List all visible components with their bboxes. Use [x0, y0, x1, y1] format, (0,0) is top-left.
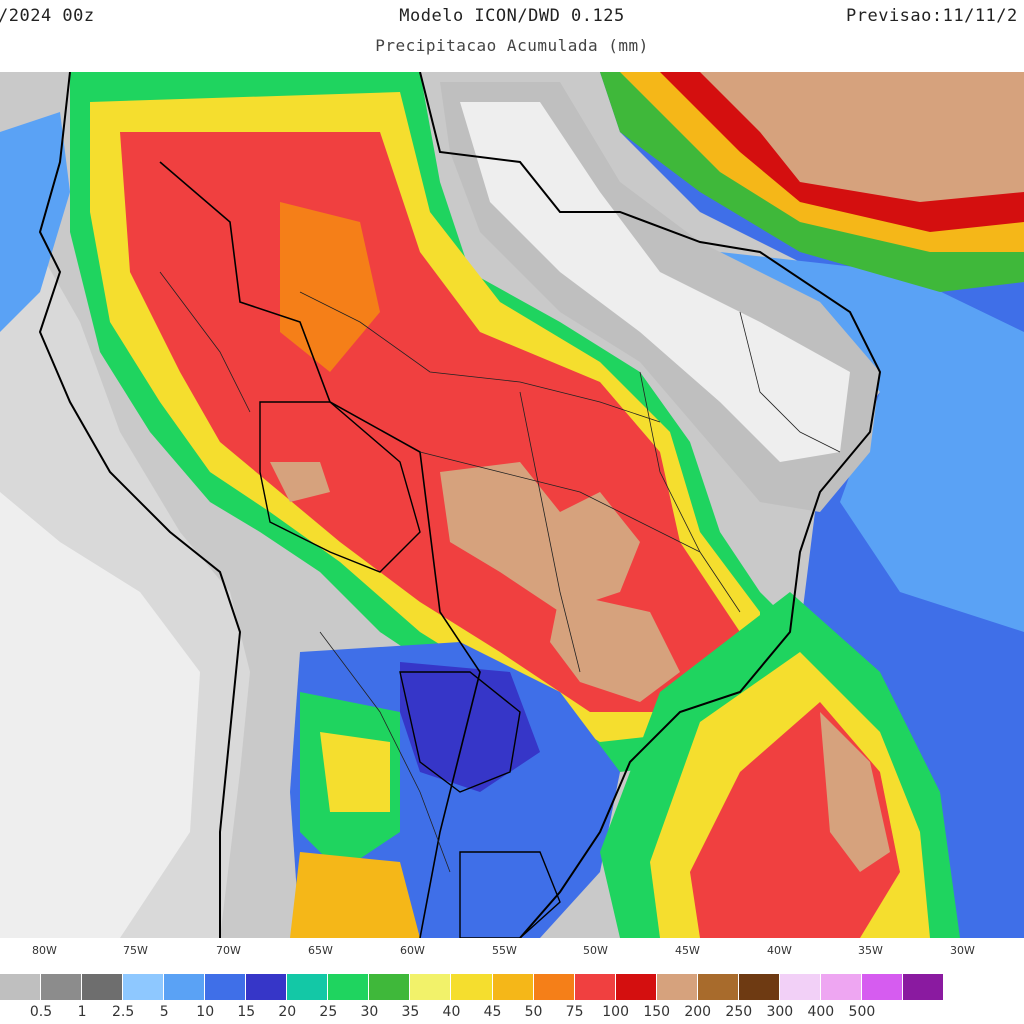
longitude-tick-label: 80W — [32, 944, 57, 957]
longitude-tick-label: 60W — [400, 944, 425, 957]
legend-label: 0.5 — [29, 1004, 53, 1020]
model-title: Modelo ICON/DWD 0.125 — [399, 6, 625, 26]
argentina-yellow — [320, 732, 390, 812]
amazon-orange-patch — [280, 202, 380, 372]
legend-swatch — [0, 974, 42, 1000]
state-border — [159, 271, 251, 413]
west-extreme-patch — [270, 462, 330, 502]
legend-label: 150 — [643, 1004, 671, 1020]
paraguay-heavy-blue — [400, 662, 540, 792]
legend-swatch — [123, 974, 165, 1000]
state-border — [519, 391, 581, 673]
legend-swatch — [656, 974, 698, 1000]
legend-label: 25 — [319, 1004, 338, 1020]
legend-swatch — [574, 974, 616, 1000]
longitude-tick-label: 30W — [950, 944, 975, 957]
map-subtitle: Precipitacao Acumulada (mm) — [375, 36, 649, 55]
legend-swatch — [533, 974, 575, 1000]
legend-label: 35 — [401, 1004, 420, 1020]
state-border — [299, 291, 661, 423]
legend-swatch — [820, 974, 862, 1000]
legend-swatch — [492, 974, 534, 1000]
legend-label: 1 — [77, 1004, 87, 1020]
legend-label: 2.5 — [111, 1004, 135, 1020]
legend-swatch — [861, 974, 903, 1000]
legend-label: 40 — [442, 1004, 461, 1020]
legend-label: 45 — [483, 1004, 502, 1020]
country-border-brazil-west — [159, 161, 481, 938]
color-legend-labels: 0.5 1 2.5 5 10 15 20 25 30 35 40 45 50 75 100 150 200 250… — [0, 1004, 1024, 1022]
legend-label: 400 — [807, 1004, 835, 1020]
legend-swatch — [738, 974, 780, 1000]
legend-label: 10 — [196, 1004, 215, 1020]
longitude-tick-label: 50W — [583, 944, 608, 957]
legend-swatch — [82, 974, 124, 1000]
state-border — [419, 451, 701, 553]
color-legend-bar — [0, 974, 1024, 1000]
legend-swatch — [779, 974, 821, 1000]
legend-label: 300 — [766, 1004, 794, 1020]
run-date-label: /2024 00z — [0, 6, 95, 26]
legend-swatch — [451, 974, 493, 1000]
longitude-tick-label: 55W — [492, 944, 517, 957]
southeast-extreme-patch — [550, 592, 680, 702]
pacific-dry-area — [0, 492, 200, 938]
atlantic-light-rain — [720, 252, 1024, 632]
legend-swatch — [697, 974, 739, 1000]
country-border-uruguay — [459, 851, 561, 938]
legend-label: 250 — [725, 1004, 753, 1020]
central-extreme-patch — [440, 462, 640, 612]
precipitation-map — [0, 72, 1024, 938]
legend-label: 200 — [684, 1004, 712, 1020]
longitude-tick-label: 75W — [123, 944, 148, 957]
country-border-bolivia — [259, 401, 421, 573]
legend-label: 20 — [278, 1004, 297, 1020]
legend-label: 15 — [237, 1004, 256, 1020]
longitude-tick-label: 70W — [216, 944, 241, 957]
longitude-tick-label: 45W — [675, 944, 700, 957]
state-border — [319, 631, 451, 873]
forecast-date-label: Previsao:11/11/2 — [846, 6, 1018, 26]
legend-label: 50 — [524, 1004, 543, 1020]
legend-swatch — [615, 974, 657, 1000]
legend-swatch — [902, 974, 944, 1000]
south-argentina-yellow — [290, 852, 420, 938]
itcz-band-extreme — [700, 72, 1024, 202]
legend-swatch — [41, 974, 83, 1000]
legend-label: 30 — [360, 1004, 379, 1020]
map-canvas — [0, 72, 1024, 938]
legend-swatch — [164, 974, 206, 1000]
state-border — [639, 371, 741, 613]
legend-label: 5 — [159, 1004, 169, 1020]
legend-label: 500 — [848, 1004, 876, 1020]
northeast-very-dry — [460, 102, 850, 462]
pacific-coastline — [38, 72, 242, 938]
legend-swatch — [328, 974, 370, 1000]
legend-swatch — [369, 974, 411, 1000]
legend-label: 75 — [565, 1004, 584, 1020]
country-border-paraguay — [399, 671, 521, 793]
atlantic-storm-extreme — [820, 712, 890, 872]
longitude-tick-label: 35W — [858, 944, 883, 957]
legend-label: 100 — [602, 1004, 630, 1020]
longitude-tick-label: 65W — [308, 944, 333, 957]
legend-swatch — [246, 974, 288, 1000]
longitude-axis: 80W 75W 70W 65W 60W 55W 50W 45W 40W 35W 30W — [0, 944, 1024, 960]
legend-swatch — [410, 974, 452, 1000]
atlantic-coastline — [419, 72, 882, 938]
legend-swatch — [287, 974, 329, 1000]
pacific-north-rain — [0, 112, 70, 332]
longitude-tick-label: 40W — [767, 944, 792, 957]
legend-swatch — [205, 974, 247, 1000]
state-border — [739, 311, 841, 453]
